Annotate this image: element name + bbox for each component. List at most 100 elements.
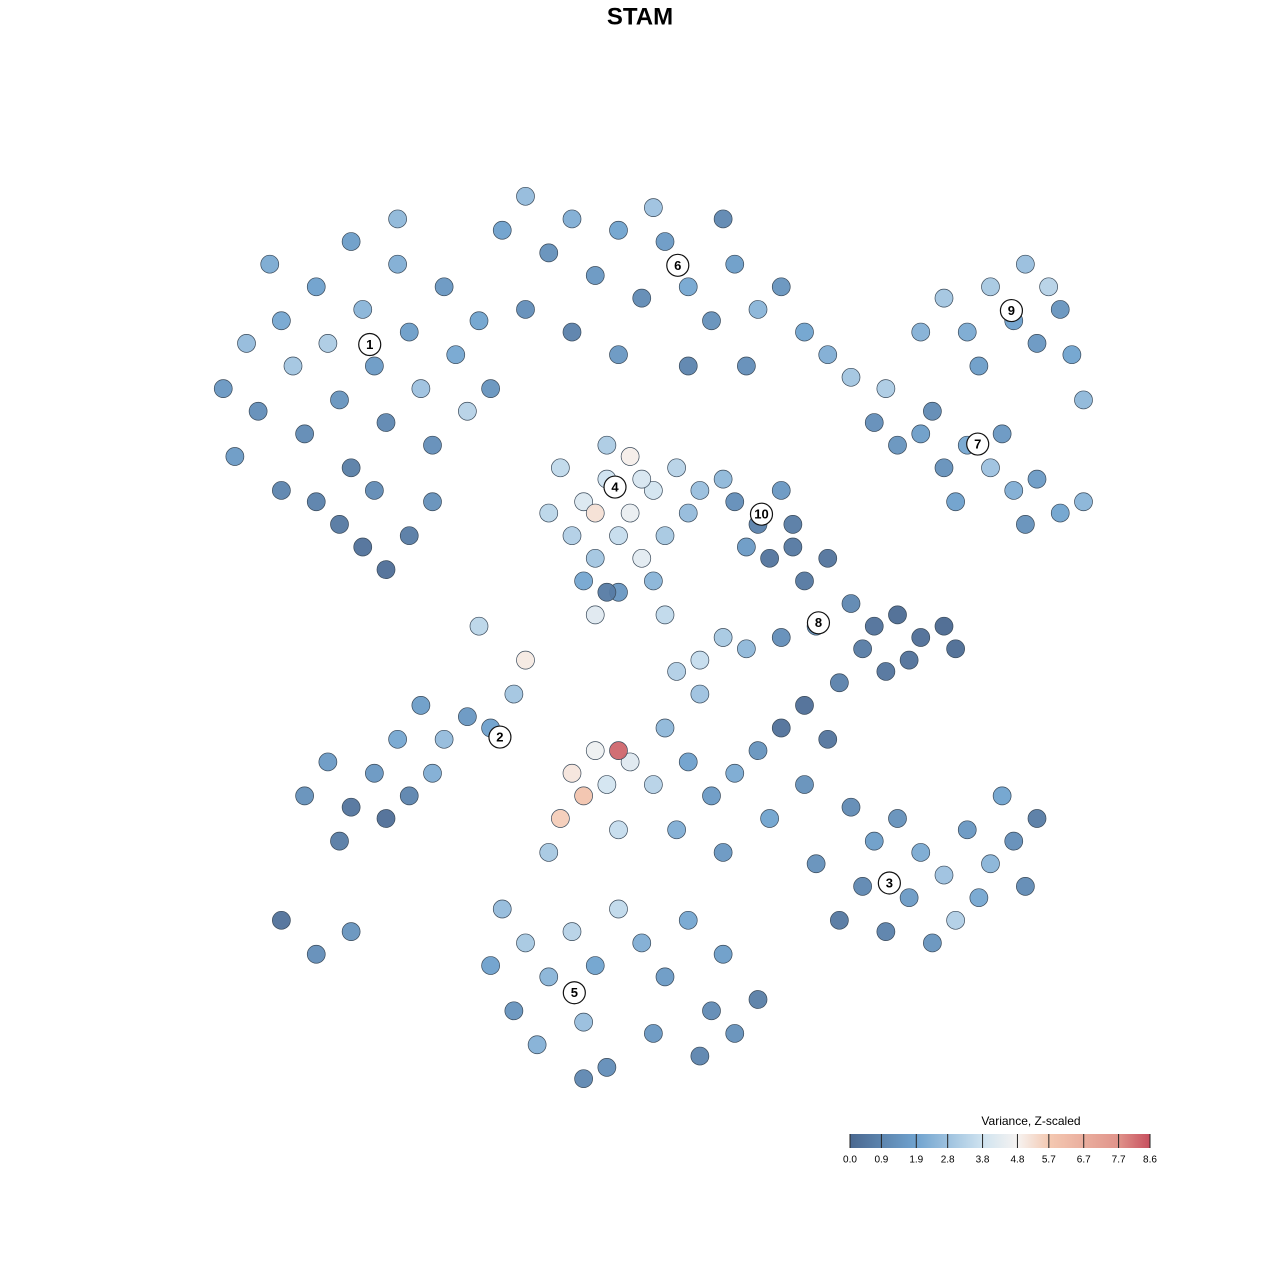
point	[853, 639, 872, 659]
point	[690, 650, 710, 670]
point	[365, 763, 384, 783]
point	[388, 209, 407, 229]
point	[1039, 277, 1058, 297]
cluster-label: 6	[674, 258, 681, 273]
point	[562, 322, 582, 342]
point	[632, 933, 652, 953]
point	[597, 435, 617, 455]
point	[911, 628, 931, 647]
point	[702, 786, 721, 806]
point	[678, 910, 698, 930]
point	[725, 254, 745, 274]
point	[272, 311, 291, 331]
point	[306, 492, 326, 512]
colorbar-tick-label: 8.6	[1143, 1155, 1157, 1166]
point	[516, 186, 535, 206]
point	[341, 232, 361, 251]
point	[644, 481, 663, 500]
point	[946, 910, 965, 930]
cluster-label: 4	[611, 479, 619, 494]
point	[830, 673, 849, 693]
point	[609, 741, 628, 760]
colorbar-bar	[850, 1134, 1150, 1148]
point	[667, 662, 686, 681]
point	[318, 752, 338, 772]
point	[632, 288, 652, 308]
cluster-marker	[806, 611, 831, 635]
point	[818, 548, 838, 568]
point	[353, 300, 373, 319]
point	[725, 492, 745, 512]
point	[934, 458, 954, 478]
point	[609, 526, 628, 546]
point	[783, 537, 803, 557]
point	[609, 345, 628, 365]
point	[841, 797, 861, 817]
cluster-marker	[358, 332, 382, 357]
colorbar-tick-label: 4.8	[1010, 1155, 1024, 1166]
point	[1050, 300, 1070, 319]
point	[934, 865, 954, 885]
point	[830, 910, 849, 930]
point	[888, 809, 907, 828]
point	[469, 311, 489, 331]
point	[469, 616, 489, 636]
point	[667, 820, 686, 840]
colorbar-tick-label: 3.8	[976, 1155, 990, 1166]
point	[539, 967, 559, 987]
point	[597, 1058, 617, 1077]
point	[771, 628, 791, 647]
point	[818, 729, 838, 749]
cluster-marker	[749, 502, 774, 526]
point	[492, 220, 512, 240]
point	[678, 752, 698, 772]
point	[841, 594, 861, 613]
point	[562, 209, 582, 229]
point	[330, 515, 349, 534]
point	[1016, 877, 1035, 896]
point	[353, 537, 373, 557]
point	[678, 277, 698, 297]
point	[609, 820, 628, 840]
point	[248, 401, 268, 421]
point	[899, 650, 919, 670]
point	[888, 605, 907, 625]
point	[690, 1046, 710, 1066]
point	[899, 888, 919, 908]
point	[504, 1001, 524, 1021]
point	[911, 424, 931, 444]
point	[760, 548, 779, 568]
chart-title: STAM	[607, 3, 673, 30]
point	[527, 1035, 547, 1055]
colorbar-tick-label: 5.7	[1042, 1155, 1056, 1166]
point	[551, 809, 570, 828]
point	[725, 763, 745, 783]
point	[632, 548, 652, 568]
point	[713, 469, 733, 489]
point	[644, 198, 663, 217]
point	[748, 300, 768, 319]
point	[1050, 503, 1070, 523]
point	[458, 707, 477, 727]
point	[620, 447, 640, 466]
point	[969, 888, 989, 908]
point	[771, 718, 791, 738]
point	[609, 899, 628, 919]
point	[423, 435, 442, 455]
colorbar-tick-label: 0.9	[874, 1155, 888, 1166]
point	[539, 243, 559, 263]
cluster-marker	[877, 871, 901, 895]
point	[678, 356, 698, 376]
point	[295, 786, 314, 806]
point	[644, 571, 663, 591]
point	[597, 775, 617, 794]
point	[713, 628, 733, 647]
point	[225, 447, 245, 466]
point	[992, 424, 1012, 444]
point	[318, 334, 338, 353]
colorbar-tick-label: 2.8	[941, 1155, 955, 1166]
point	[1016, 515, 1035, 534]
point	[574, 786, 593, 806]
point	[853, 877, 872, 896]
point	[574, 571, 593, 591]
